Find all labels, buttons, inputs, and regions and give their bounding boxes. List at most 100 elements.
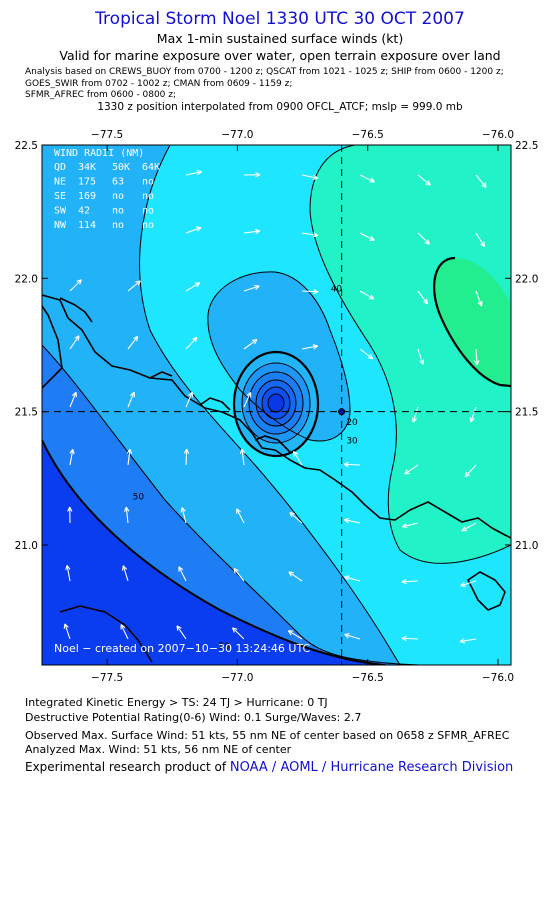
axis-tick-labels: −77.5 −77.5 −77.0 −77.0 −76.5 −76.5 −76.0 −76.0…: [15, 129, 539, 684]
wind-arrow-head: [287, 630, 294, 636]
x-tick-label-top: −77.5: [91, 129, 123, 141]
wind-arrow-head: [368, 294, 375, 300]
position-line: 1330 z position interpolated from 0900 O…: [97, 101, 463, 113]
wind-arrow: [66, 565, 71, 582]
wind-radii-cell: NE: [54, 177, 66, 188]
contour-label: 40: [331, 285, 343, 295]
wind-arrow-head: [477, 300, 483, 307]
wind-arrow-head: [192, 336, 198, 343]
wind-radii-cell: no: [112, 206, 124, 217]
wind-radii-cell: no: [142, 191, 154, 202]
wind-arrow: [185, 336, 198, 350]
wind-arrow: [181, 507, 187, 524]
wind-arrow-head: [459, 638, 466, 644]
wind-arrow-head: [65, 564, 71, 571]
wind-arrow: [233, 568, 245, 582]
wind-arrow-head: [120, 624, 126, 630]
wind-arrow: [125, 507, 129, 524]
wind-arrow-head: [63, 623, 69, 629]
wind-arrow-head: [424, 239, 430, 245]
wind-arrow-head: [236, 508, 241, 514]
ike-line: Integrated Kinetic Energy > TS: 24 TJ > …: [25, 696, 328, 709]
wind-arrow-head: [183, 448, 190, 454]
wind-arrow-head: [180, 507, 186, 513]
plot-frame: [41, 144, 512, 666]
wind-arrow-head: [288, 571, 294, 577]
wind-arrow: [417, 232, 430, 245]
analyzed-max-wind: Analyzed Max. Wind: 51 kts, 56 nm NE of …: [25, 743, 292, 756]
wind-arrow: [464, 464, 477, 478]
wind-arrow: [417, 290, 428, 305]
wind-radii-cell: 169: [78, 191, 96, 202]
wind-arrow: [402, 522, 419, 528]
contour-label: 20: [346, 418, 358, 428]
wind-arrow-head: [369, 177, 375, 183]
credit-org-link[interactable]: NOAA / AOML / Hurricane Research Divisio…: [229, 760, 514, 775]
wind-arrow: [241, 449, 245, 466]
x-tick-label-bottom: −76.0: [482, 672, 514, 684]
wind-arrow-head: [126, 448, 133, 455]
wind-arrow-head: [419, 359, 425, 365]
wind-arrow: [243, 230, 260, 234]
wind-arrow: [401, 580, 419, 583]
wind-arrow-head: [246, 391, 252, 398]
credit-prefix: Experimental research product of: [25, 760, 230, 774]
wind-arrow: [343, 463, 361, 466]
x-tick-label-bottom: −76.5: [352, 672, 384, 684]
contour-label: 50: [539, 378, 551, 388]
y-tick-label-left: 22.5: [15, 140, 38, 152]
wind-radii-cell: no: [142, 220, 154, 231]
wind-radii-header: 50K: [112, 162, 130, 173]
wind-arrow: [243, 392, 252, 408]
wind-arrow-head: [461, 526, 468, 532]
wind-arrow-head: [196, 169, 202, 176]
wind-arrow: [120, 624, 129, 640]
wind-arrow-head: [194, 282, 201, 288]
wind-radii-title: WIND RADII (NM): [54, 148, 144, 159]
storm-center-marker: [338, 408, 346, 416]
max-wind-marker: +: [553, 318, 560, 331]
wind-arrow: [301, 290, 319, 293]
wind-arrow-head: [74, 335, 80, 341]
wind-radii-table: WIND RADII (NM) QD 34K 50K 64K NE 175 63 no SE 16…: [54, 148, 160, 231]
wind-arrow-head: [481, 182, 487, 188]
wind-arrow: [344, 519, 361, 524]
y-tick-label-right: 22.0: [515, 273, 538, 285]
wind-arrow-head: [312, 344, 319, 350]
grid-lines: [42, 145, 511, 665]
wind-radii-header: 34K: [78, 162, 96, 173]
storm-core: [232, 350, 320, 458]
wind-arrow-head: [401, 578, 407, 585]
wind-arrow-head: [404, 469, 410, 475]
wind-arrow-head: [343, 461, 349, 468]
wind-arrow-head: [133, 335, 139, 342]
x-tick-label-top: −76.0: [482, 129, 514, 141]
wind-arrow: [127, 335, 139, 350]
wind-arrow: [301, 174, 318, 179]
wind-radii-cell: 114: [78, 220, 96, 231]
wind-arrow-head: [188, 391, 194, 398]
wind-radii-cell: SE: [54, 191, 66, 202]
wind-arrow-head: [254, 228, 261, 235]
wind-arrow: [122, 565, 129, 582]
wind-arrow: [359, 174, 375, 183]
wind-arrow-head: [425, 180, 431, 186]
wind-arrow-head: [121, 565, 128, 571]
wind-arrow: [127, 392, 135, 408]
wind-arrow-head: [312, 174, 318, 181]
wind-arrow: [185, 392, 193, 408]
wind-arrow: [185, 227, 202, 234]
contour-label: 50: [133, 493, 145, 503]
wind-radii-cell: 63: [112, 177, 124, 188]
wind-arrow-head: [344, 517, 350, 524]
wind-arrow-head: [251, 339, 258, 345]
wind-radii-cell: 175: [78, 177, 96, 188]
chart-title: Tropical Storm Noel 1330 UTC 30 OCT 2007: [95, 9, 465, 29]
wind-arrow: [301, 345, 318, 350]
wind-arrow-head: [312, 232, 319, 238]
wind-arrow-head: [67, 506, 73, 512]
contour-labels: 40 50 30 20 50 50: [133, 285, 551, 652]
wind-arrow: [359, 232, 375, 241]
wind-radii-cell: no: [142, 177, 154, 188]
wind-arrow: [185, 282, 201, 292]
